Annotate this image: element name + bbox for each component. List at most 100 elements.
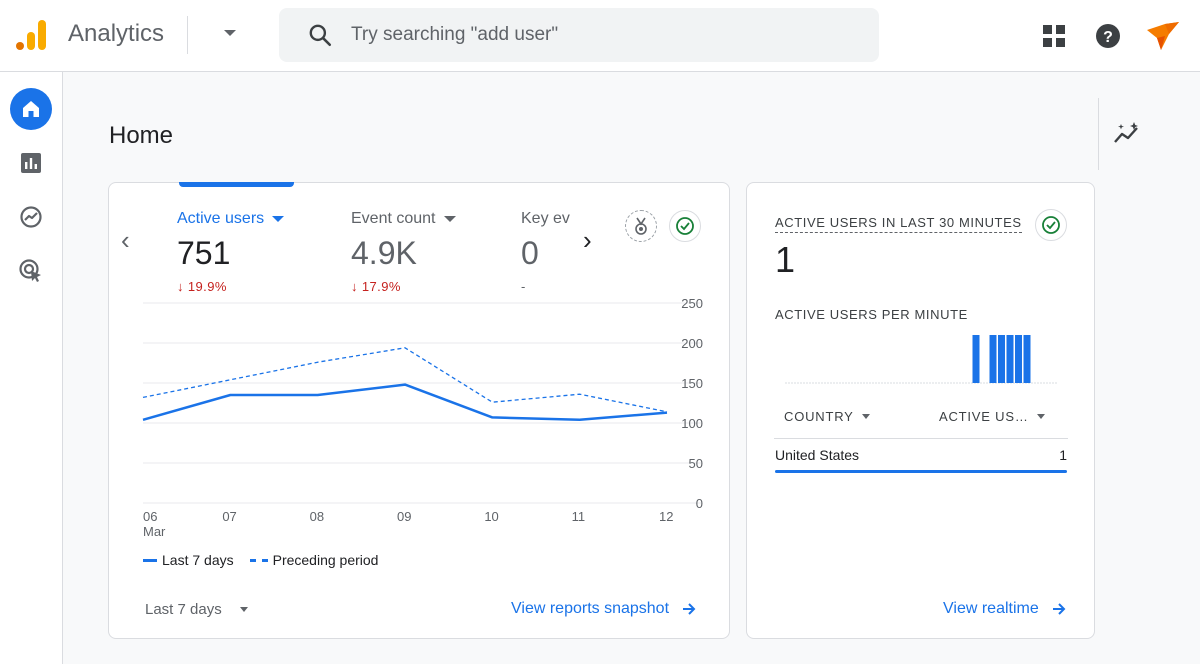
- search-bar[interactable]: [279, 8, 879, 62]
- analytics-logo-icon[interactable]: [14, 18, 48, 52]
- minute-bar: [972, 335, 980, 383]
- date-range-label: Last 7 days: [145, 601, 222, 618]
- y-tick-label: 150: [681, 376, 703, 391]
- chevron-down-icon: [239, 607, 248, 612]
- x-tick-label: 08: [310, 509, 324, 524]
- link-label: View reports snapshot: [511, 600, 670, 617]
- country-column-header[interactable]: COUNTRY: [784, 409, 870, 424]
- row-share-bar: [775, 470, 1067, 473]
- divider: [1098, 98, 1099, 170]
- country-cell: United States: [775, 447, 860, 463]
- y-tick-label: 250: [681, 296, 703, 311]
- advertising-icon: [19, 259, 41, 282]
- view-reports-snapshot-link[interactable]: View reports snapshot: [511, 600, 697, 618]
- apps-grid-icon[interactable]: [1040, 22, 1068, 50]
- metric-delta: -: [521, 279, 526, 294]
- date-range-selector[interactable]: Last 7 days: [145, 601, 248, 618]
- medal-icon: [635, 217, 647, 235]
- line-chart: 250 200 150 100 50 0 06 07 08 09 10 11 12 Mar: [142, 296, 703, 539]
- per-minute-label: ACTIVE USERS PER MINUTE: [775, 307, 968, 322]
- realtime-active-users-value: 1: [775, 239, 796, 280]
- series-line-last-7-days: [142, 383, 668, 422]
- y-tick-label: 50: [689, 456, 703, 471]
- property-selector-caret-icon[interactable]: [224, 30, 236, 36]
- prev-metrics-chevron-icon[interactable]: ‹: [121, 225, 130, 255]
- overview-card: ‹ Active users 751 ↓ 19.9% Event count 4…: [108, 182, 730, 639]
- check-circle-icon: [1042, 216, 1060, 234]
- top-bar: Analytics ?: [0, 0, 1200, 72]
- arrow-right-icon: [683, 603, 696, 615]
- column-header-label: ACTIVE US…: [939, 409, 1029, 424]
- realtime-title[interactable]: ACTIVE USERS IN LAST 30 MINUTES: [775, 215, 1022, 233]
- metric-value: 4.9K: [351, 235, 417, 271]
- account-avatar-icon[interactable]: [1145, 20, 1181, 52]
- rail-item-advertising[interactable]: [10, 250, 52, 292]
- legend-swatch: [249, 558, 268, 562]
- selected-tab-indicator: [179, 182, 294, 187]
- legend-label: Last 7 days: [162, 552, 234, 568]
- x-tick-label: 09: [397, 509, 411, 524]
- legend-item-preceding-period: Preceding period: [249, 552, 379, 568]
- x-tick-label: 12: [659, 509, 673, 524]
- chevron-down-icon: [443, 216, 456, 222]
- bar-chart-icon: [21, 153, 41, 173]
- minute-bar: [998, 335, 1005, 383]
- metric-tab-active-users[interactable]: Active users 751 ↓ 19.9%: [177, 209, 285, 294]
- home-icon: [23, 101, 39, 117]
- x-tick-label: 10: [484, 509, 498, 524]
- down-arrow-icon: ↓: [351, 279, 358, 294]
- x-tick-label: 07: [222, 509, 236, 524]
- explore-icon: [20, 206, 42, 228]
- page-title: Home: [109, 122, 174, 149]
- minute-bar: [1006, 335, 1014, 383]
- metric-tab-event-count[interactable]: Event count 4.9K ↓ 17.9%: [351, 209, 456, 294]
- rail-item-reports[interactable]: [10, 142, 52, 184]
- metric-label: Event count: [351, 210, 436, 227]
- left-navigation-rail: [0, 72, 63, 664]
- y-tick-label: 200: [681, 336, 703, 351]
- metric-value: 751: [177, 235, 231, 271]
- svg-text:?: ?: [1103, 29, 1113, 46]
- legend-swatch: [143, 558, 157, 562]
- legend-label: Preceding period: [272, 552, 379, 568]
- y-tick-label: 100: [681, 416, 703, 431]
- minute-bar: [1023, 335, 1031, 383]
- realtime-card: ACTIVE USERS IN LAST 30 MINUTES 1 ACTIVE…: [746, 182, 1095, 639]
- metric-value: 0: [521, 235, 539, 271]
- series-line-preceding-period: [142, 347, 668, 413]
- chevron-down-icon: [272, 216, 285, 222]
- rail-item-explore[interactable]: [10, 196, 52, 238]
- legend-item-last-7-days: Last 7 days: [143, 552, 234, 568]
- link-label: View realtime: [943, 600, 1039, 617]
- metric-label: Active users: [177, 210, 265, 227]
- view-realtime-link[interactable]: View realtime: [943, 600, 1067, 618]
- chart-legend: Last 7 days Preceding period: [143, 552, 394, 568]
- chevron-down-icon: [861, 414, 870, 419]
- table-divider: [774, 438, 1068, 439]
- app-title: Analytics: [68, 20, 165, 47]
- realtime-check-icon[interactable]: [1035, 209, 1067, 241]
- insights-sparkle-icon[interactable]: [1112, 120, 1142, 148]
- y-tick-label: 0: [696, 496, 703, 511]
- metric-delta: 19.9%: [187, 279, 227, 294]
- arrow-right-icon: [1052, 603, 1066, 615]
- help-icon[interactable]: ?: [1094, 22, 1122, 50]
- check-circle-icon: [676, 217, 694, 235]
- data-quality-check-icon[interactable]: [669, 210, 701, 242]
- active-users-column-header[interactable]: ACTIVE US…: [939, 409, 1045, 424]
- down-arrow-icon: ↓: [177, 279, 184, 294]
- users-cell: 1: [1059, 447, 1067, 463]
- search-input[interactable]: [351, 18, 851, 52]
- minute-bar: [1015, 335, 1022, 383]
- metric-delta: 17.9%: [361, 279, 401, 294]
- x-tick-label: 11: [572, 509, 586, 524]
- table-row: United States 1: [775, 447, 1067, 463]
- rail-item-home[interactable]: [10, 88, 52, 130]
- badge-medal-icon[interactable]: [625, 210, 657, 242]
- metric-tab-key-events[interactable]: Key ev 0 -: [521, 209, 570, 294]
- divider: [187, 16, 188, 54]
- search-icon[interactable]: [307, 22, 333, 48]
- per-minute-bar-chart: [785, 335, 1057, 384]
- x-tick-sublabel: Mar: [143, 524, 166, 539]
- next-metrics-chevron-icon[interactable]: ›: [583, 225, 592, 255]
